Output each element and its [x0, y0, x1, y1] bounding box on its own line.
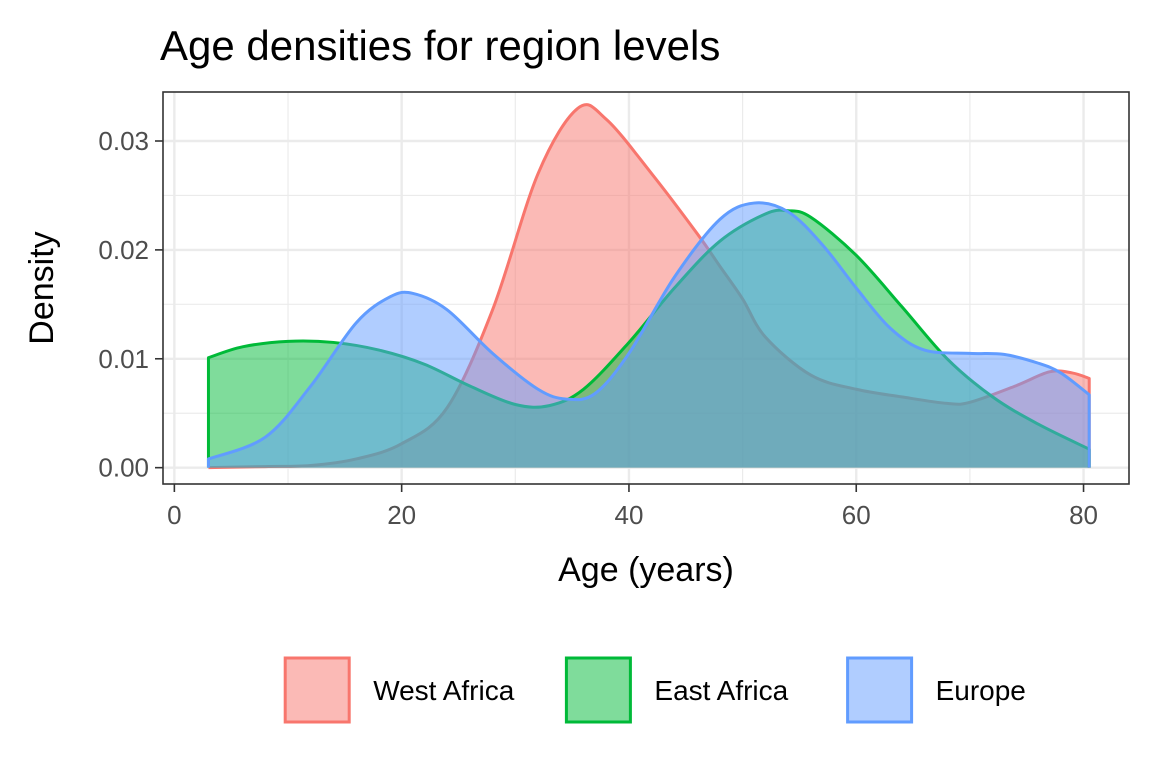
plot-border [162, 91, 1130, 485]
density-areas [206, 103, 1091, 470]
x-tick-label: 80 [1069, 500, 1098, 530]
legend: West Africa East Africa Europe [283, 656, 1026, 724]
legend-label: East Africa [654, 675, 788, 706]
y-tick-label: 0.03 [98, 126, 149, 156]
x-tick-label: 60 [842, 500, 871, 530]
legend-item-europe: Europe [846, 656, 1026, 724]
x-tick-label: 20 [387, 500, 416, 530]
x-tick-label: 40 [614, 500, 643, 530]
y-tick-label: 0.02 [98, 235, 149, 265]
chart-title: Age densities for region levels [160, 22, 720, 69]
density-area-west-africa [208, 104, 1090, 468]
density-line-europe [206, 201, 1091, 468]
y-axis-title: Density [23, 231, 61, 344]
y-tick-label: 0.01 [98, 344, 149, 374]
legend-label: West Africa [373, 675, 515, 706]
x-axis-title: Age (years) [558, 551, 734, 589]
y-axis-ticks: 0.00 0.01 0.02 0.03 [98, 126, 163, 483]
y-tick-label: 0.00 [98, 453, 149, 483]
legend-label: Europe [936, 675, 1026, 706]
x-axis-ticks: 0 20 40 60 80 [167, 484, 1098, 530]
legend-key-europe [846, 656, 914, 724]
legend-key-west-africa [283, 656, 351, 724]
legend-item-east-africa: East Africa [564, 656, 789, 724]
legend-item-west-africa: West Africa [283, 656, 515, 724]
density-area-europe [208, 202, 1090, 468]
legend-key-east-africa [564, 656, 632, 724]
x-tick-label: 0 [167, 500, 181, 530]
